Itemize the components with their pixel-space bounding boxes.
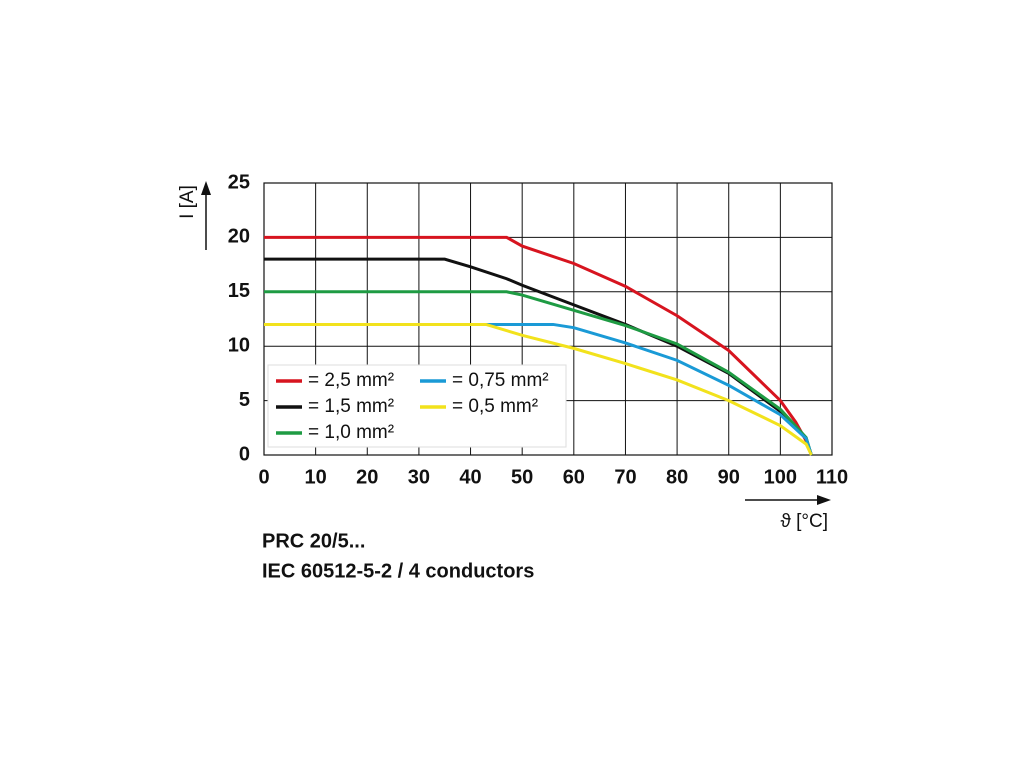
x-tick-label: 0 xyxy=(258,466,269,488)
y-tick-label: 5 xyxy=(239,389,250,411)
data-line xyxy=(264,322,813,456)
legend-label: = 2,5 mm² xyxy=(308,370,394,391)
x-tick-label: 100 xyxy=(764,466,797,488)
legend-label: = 1,0 mm² xyxy=(308,422,394,443)
x-tick-label: 80 xyxy=(666,466,688,488)
y-tick-label: 0 xyxy=(239,443,250,465)
y-tick-label: 25 xyxy=(228,171,250,193)
plot-frame xyxy=(263,182,833,456)
legend-label: = 1,5 mm² xyxy=(308,396,394,417)
x-tick-label: 20 xyxy=(356,466,378,488)
x-tick-label: 30 xyxy=(408,466,430,488)
legend-label: = 0,75 mm² xyxy=(452,370,549,391)
data-line xyxy=(264,322,813,456)
y-axis-label: I [A] xyxy=(177,185,198,219)
data-line xyxy=(264,290,813,456)
x-tick-label: 60 xyxy=(563,466,585,488)
x-tick-label: 10 xyxy=(305,466,327,488)
note: PRC 20/5... xyxy=(262,530,365,552)
y-tick-label: 20 xyxy=(228,226,250,248)
x-axis-label: ϑ [°C] xyxy=(780,511,828,532)
x-tick-label: 110 xyxy=(816,466,848,488)
y-arrow-head xyxy=(201,181,211,195)
y-tick-label: 15 xyxy=(228,280,250,302)
x-tick-label: 40 xyxy=(459,466,481,488)
note: IEC 60512-5-2 / 4 conductors xyxy=(262,560,534,582)
y-tick-label: 10 xyxy=(228,334,250,356)
x-arrow-head xyxy=(817,495,831,505)
legend-box xyxy=(267,364,567,448)
x-tick-label: 90 xyxy=(718,466,740,488)
legend-label: = 0,5 mm² xyxy=(452,396,538,417)
x-tick-label: 70 xyxy=(614,466,636,488)
x-tick-label: 50 xyxy=(511,466,533,488)
